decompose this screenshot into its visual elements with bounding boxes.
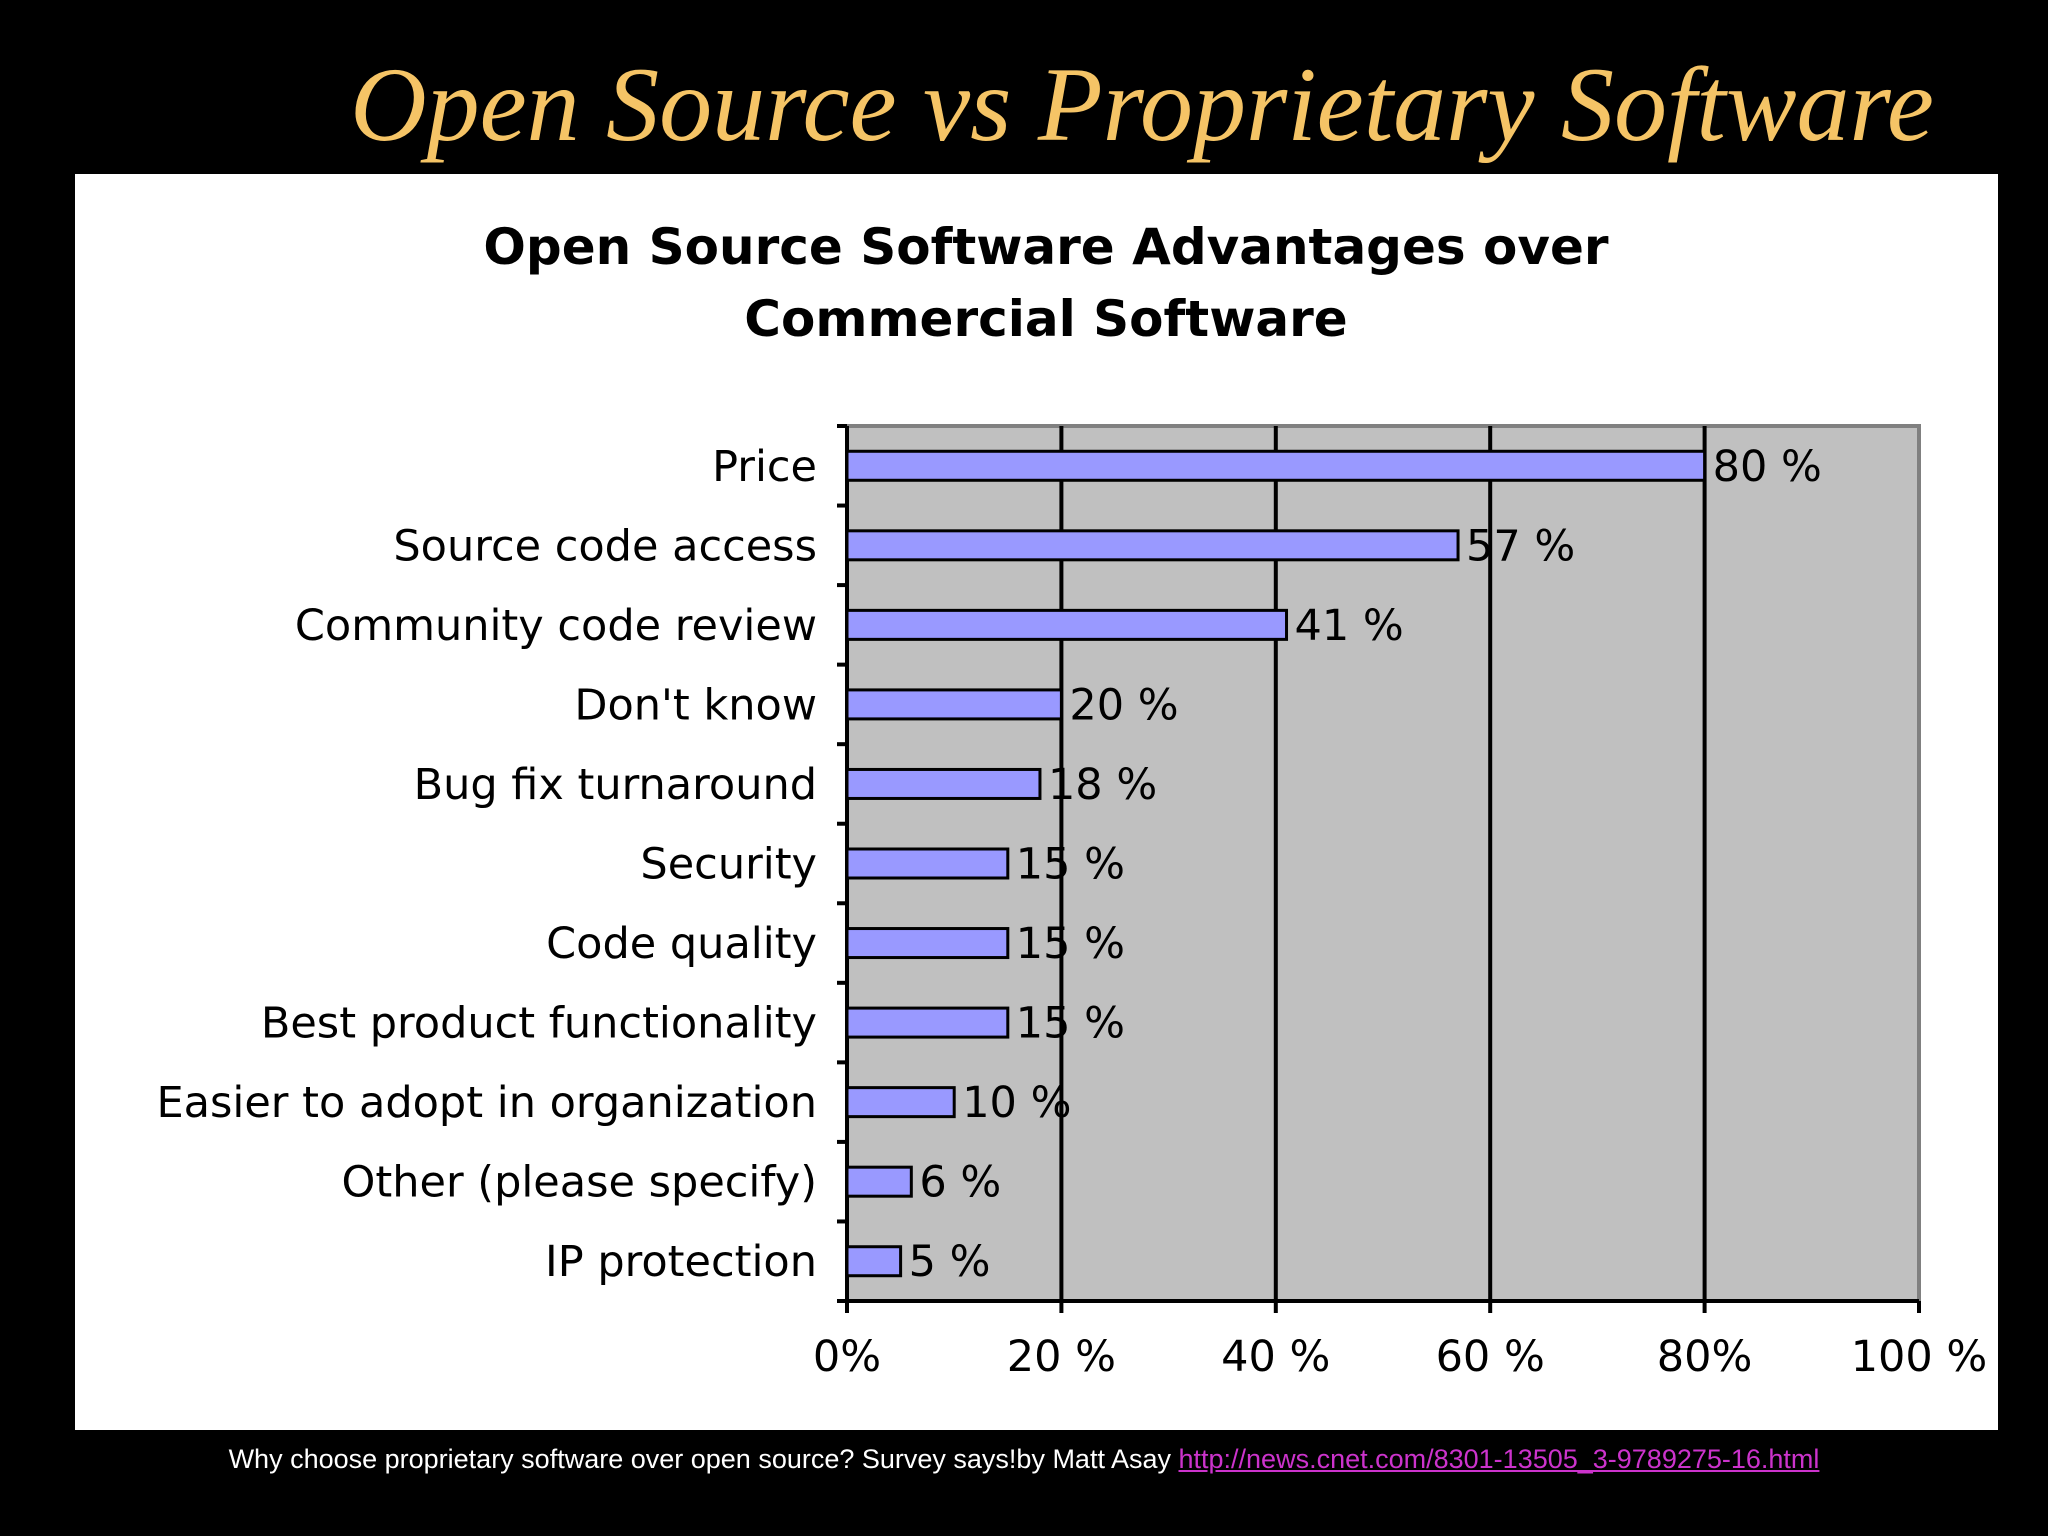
category-label: Source code access: [393, 521, 817, 571]
x-tick-labels: 0% 20 % 40 % 60 % 80% 100 %: [813, 1332, 1987, 1382]
category-label: Bug fix turnaround: [414, 760, 817, 810]
data-label: 80 %: [1713, 442, 1822, 492]
category-labels: Price Source code access Community code re…: [156, 442, 817, 1287]
data-label: 57 %: [1466, 521, 1575, 571]
category-label: Community code review: [295, 601, 817, 651]
data-labels: 80 % 57 % 41 % 20 % 18 % 15 % 15 % 15 % 10 % 6 % 5…: [909, 442, 1822, 1287]
bar: [845, 1165, 913, 1198]
data-label: 15 %: [1016, 919, 1125, 969]
source-caption: Why choose proprietary software over ope…: [0, 1444, 2048, 1475]
chart-title-line: Commercial Software: [744, 290, 1347, 348]
category-label: Code quality: [546, 919, 817, 969]
bar: [845, 847, 1010, 880]
slide-title: Open Source vs Proprietary Software: [350, 46, 1934, 163]
category-label: Best product functionality: [261, 999, 817, 1049]
bar-chart: Open Source Software Advantages over Comm…: [156, 218, 1987, 1382]
bar: [845, 449, 1707, 482]
x-tick-label: 0%: [813, 1332, 881, 1382]
data-label: 41 %: [1295, 601, 1404, 651]
x-tick-label: 100 %: [1851, 1332, 1988, 1382]
data-label: 10 %: [962, 1078, 1071, 1128]
data-label: 15 %: [1016, 999, 1125, 1049]
bar: [845, 608, 1289, 641]
chart-title-line: Open Source Software Advantages over: [483, 218, 1608, 276]
x-tick-label: 80%: [1657, 1332, 1753, 1382]
bar: [845, 1006, 1010, 1039]
gridlines: [1059, 426, 1707, 1301]
bar: [845, 767, 1042, 800]
category-label: Price: [712, 442, 817, 492]
bars: [845, 449, 1707, 1278]
bar: [845, 1245, 903, 1278]
bar: [845, 1086, 956, 1119]
source-link[interactable]: http://news.cnet.com/8301-13505_3-978927…: [1178, 1444, 1820, 1474]
x-tick-label: 40 %: [1221, 1332, 1330, 1382]
category-label: Security: [640, 840, 817, 890]
caption-text: Why choose proprietary software over ope…: [228, 1444, 1179, 1474]
data-label: 15 %: [1016, 840, 1125, 890]
category-label: Don't know: [574, 680, 817, 730]
data-label: 20 %: [1069, 680, 1178, 730]
category-label: IP protection: [545, 1237, 817, 1287]
bar: [845, 927, 1010, 960]
plot-area: [845, 424, 1921, 1303]
data-label: 6 %: [919, 1158, 1001, 1208]
chart-title: Open Source Software Advantages over Comm…: [483, 218, 1608, 348]
x-tick-label: 20 %: [1007, 1332, 1116, 1382]
chart-panel: Open Source Software Advantages over Comm…: [75, 174, 1998, 1430]
data-label: 18 %: [1048, 760, 1157, 810]
data-label: 5 %: [909, 1237, 991, 1287]
x-tick-label: 60 %: [1436, 1332, 1545, 1382]
category-label: Other (please specify): [342, 1158, 817, 1208]
bar: [845, 688, 1063, 721]
bar: [845, 529, 1460, 562]
category-label: Easier to adopt in organization: [156, 1078, 817, 1128]
